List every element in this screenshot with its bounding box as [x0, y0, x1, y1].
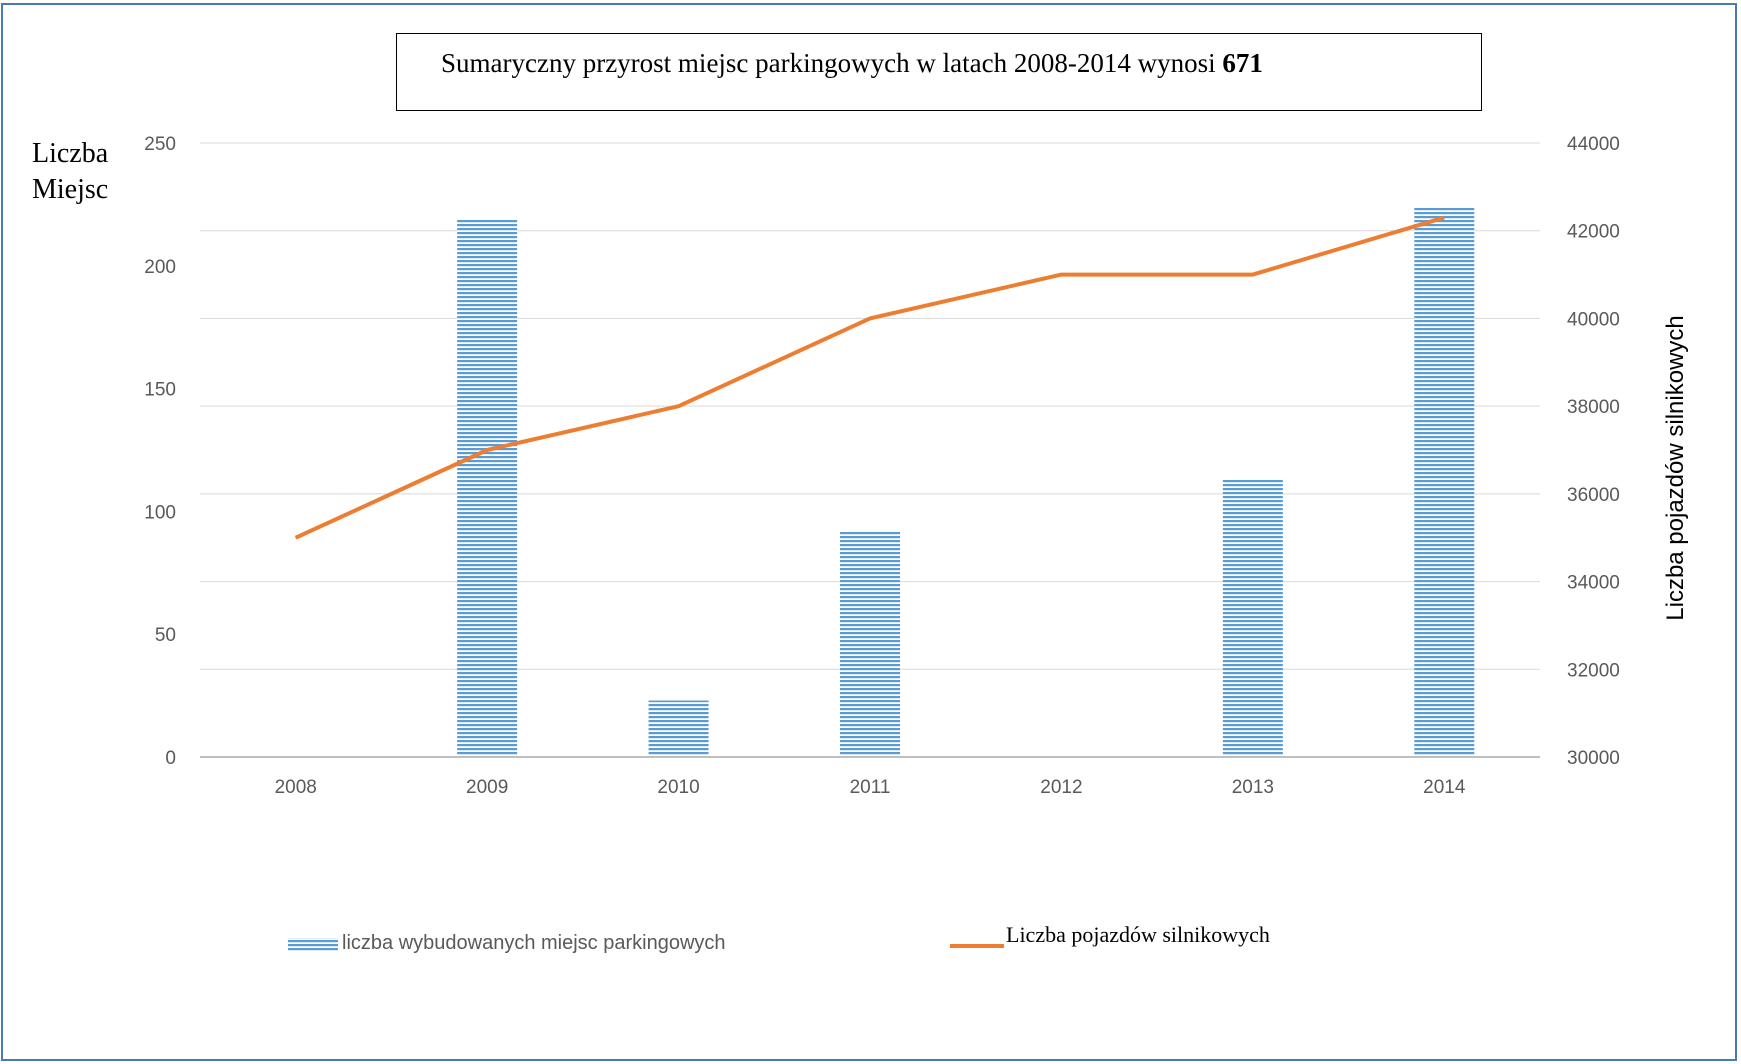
bar [457, 219, 518, 758]
x-tick-label: 2009 [466, 777, 508, 798]
x-tick-label: 2008 [275, 777, 317, 798]
legend [288, 938, 1004, 952]
bar [1222, 479, 1283, 757]
line-point [486, 449, 488, 451]
legend-bar-label: liczba wybudowanych miejsc parkingowych [342, 932, 726, 954]
line-point [869, 317, 871, 319]
chart-title: Sumaryczny przyrost miejsc parkingowych … [441, 48, 1263, 79]
line-point [295, 537, 297, 539]
bar [648, 700, 709, 757]
left-axis-title-line1: Liczba [32, 138, 109, 169]
bar [840, 531, 900, 757]
x-tick-label: 2010 [657, 777, 699, 798]
x-tick-label: 2013 [1232, 777, 1274, 798]
title-prefix: Sumaryczny przyrost miejsc parkingowych … [441, 48, 1223, 78]
left-tick-label: 200 [144, 257, 176, 278]
line-point [1443, 217, 1445, 219]
right-tick-label: 40000 [1567, 309, 1620, 330]
line-point [1252, 274, 1254, 276]
right-tick-label: 36000 [1567, 485, 1620, 506]
left-tick-label: 0 [165, 748, 176, 769]
bar [1414, 206, 1475, 757]
right-tick-label: 34000 [1567, 573, 1620, 594]
right-tick-label: 42000 [1567, 222, 1620, 243]
title-value: 671 [1222, 48, 1263, 78]
x-tick-label: 2014 [1423, 777, 1466, 798]
left-axis-title: Liczba Miejsc [32, 136, 108, 208]
right-tick-label: 44000 [1567, 134, 1620, 155]
x-tick-label: 2012 [1040, 777, 1082, 798]
x-tick-label: 2011 [850, 777, 891, 798]
line-point [678, 405, 680, 407]
title-box: Sumaryczny przyrost miejsc parkingowych … [396, 33, 1482, 111]
line-point [1060, 274, 1062, 276]
right-tick-label: 30000 [1567, 748, 1620, 769]
left-tick-label: 50 [155, 625, 176, 646]
right-tick-label: 32000 [1567, 660, 1620, 681]
left-axis-title-line2: Miejsc [32, 174, 109, 205]
left-tick-label: 150 [144, 380, 176, 401]
right-axis-title: Liczba pojazdów silnikowych [1662, 315, 1689, 620]
legend-bar-swatch [288, 938, 338, 952]
legend-line-label: Liczba pojazdów silnikowych [1006, 922, 1270, 947]
left-tick-label: 100 [144, 502, 176, 523]
right-tick-label: 38000 [1567, 397, 1620, 418]
left-tick-label: 250 [144, 134, 176, 155]
